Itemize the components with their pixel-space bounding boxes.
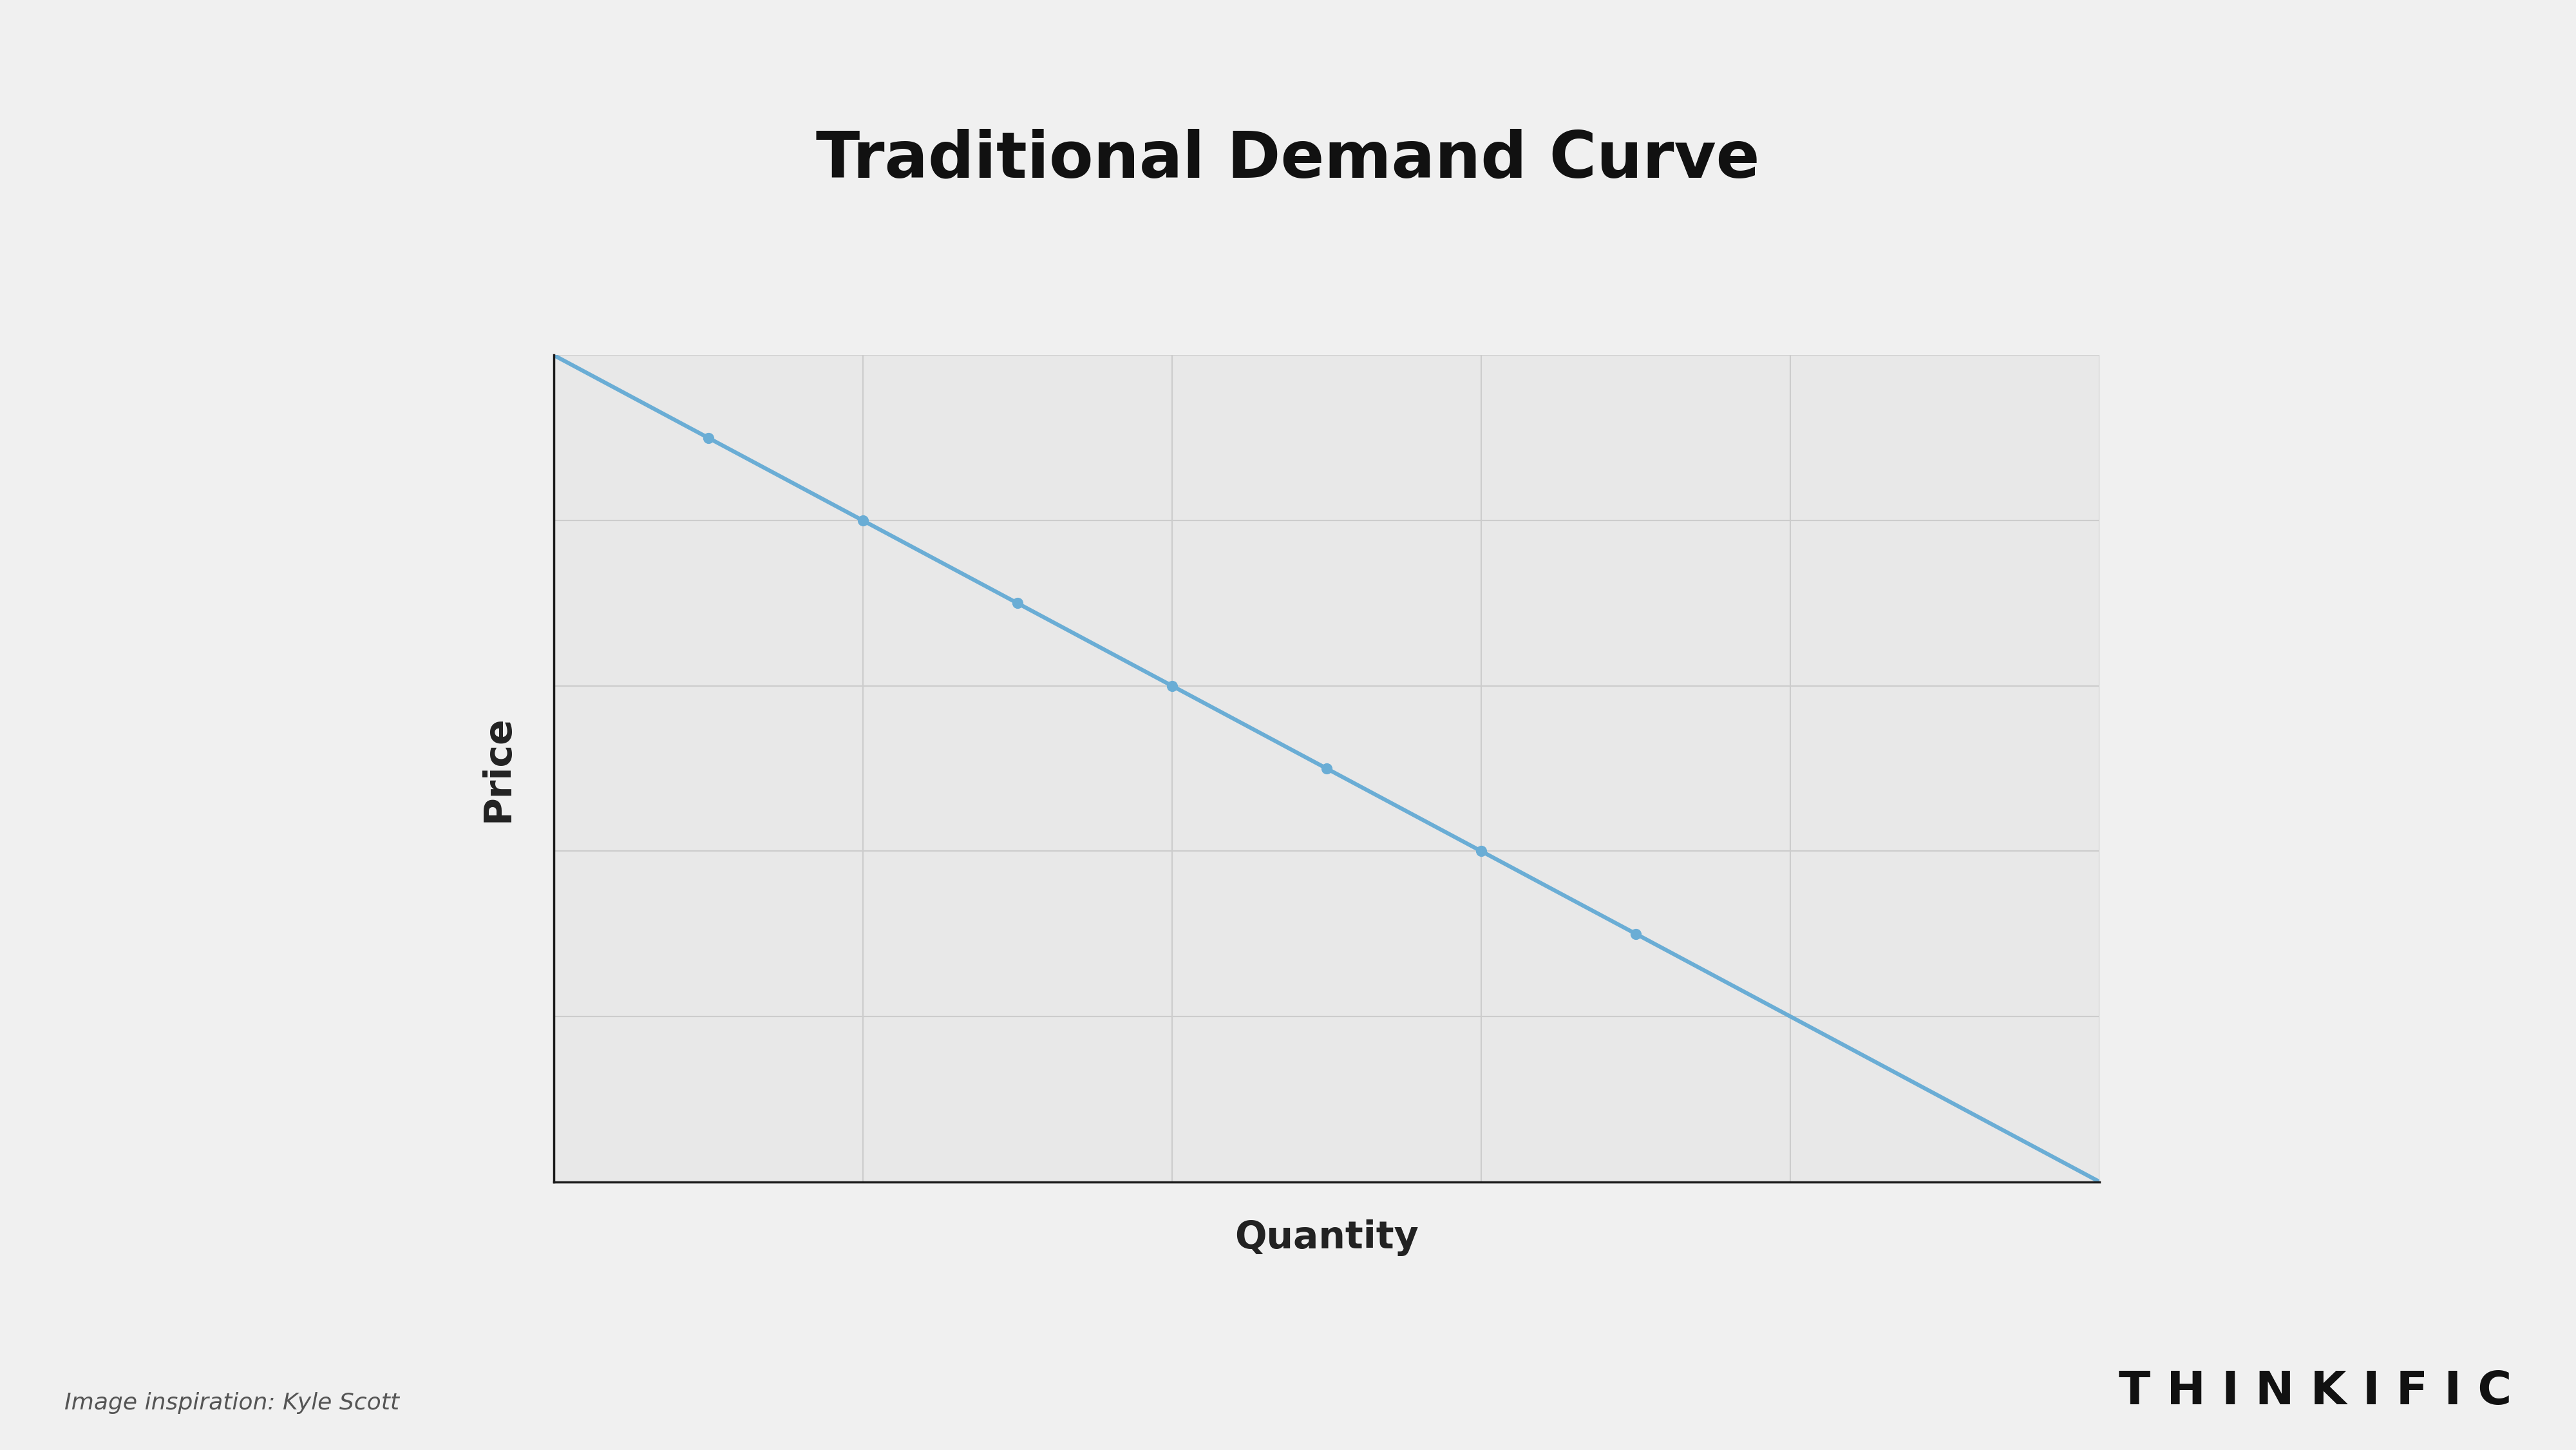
Point — [1461, 840, 1502, 863]
Point — [1306, 757, 1347, 780]
Y-axis label: Price: Price — [479, 715, 515, 822]
Text: Traditional Demand Curve: Traditional Demand Curve — [817, 128, 1759, 191]
X-axis label: Quantity: Quantity — [1234, 1219, 1419, 1256]
Text: T H I N K I F I C: T H I N K I F I C — [2117, 1369, 2512, 1414]
Text: Image inspiration: Kyle Scott: Image inspiration: Kyle Scott — [64, 1392, 399, 1414]
Point — [997, 592, 1038, 615]
Point — [688, 426, 729, 450]
Point — [1151, 674, 1193, 697]
Point — [1615, 922, 1656, 945]
Point — [842, 509, 884, 532]
